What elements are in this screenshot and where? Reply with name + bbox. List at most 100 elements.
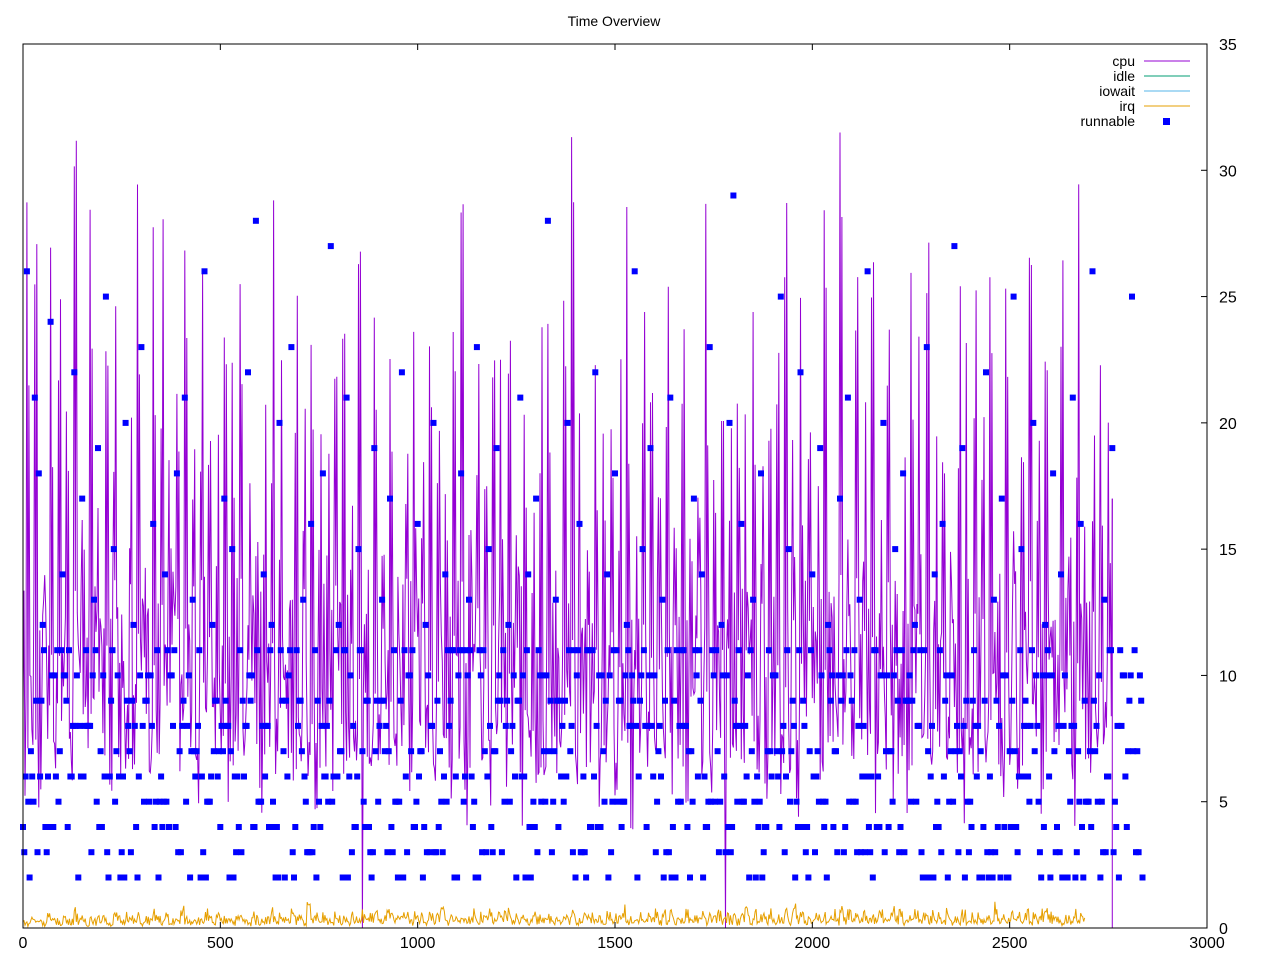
runnable-point [544, 217, 551, 224]
runnable-point [721, 773, 728, 780]
runnable-point [418, 748, 425, 755]
runnable-point [614, 798, 621, 805]
runnable-point [488, 824, 495, 830]
runnable-point [680, 647, 687, 654]
runnable-point [329, 798, 336, 805]
runnable-point [825, 621, 832, 628]
runnable-point [788, 748, 795, 755]
runnable-point [409, 647, 416, 654]
runnable-point [489, 849, 496, 856]
runnable-point [621, 798, 628, 805]
runnable-point [704, 824, 711, 830]
y-tick-label: 0 [1219, 921, 1228, 938]
runnable-point [1011, 748, 1018, 755]
runnable-point [517, 394, 524, 401]
runnable-point [890, 672, 897, 679]
runnable-point [1130, 748, 1137, 755]
runnable-point [95, 445, 101, 452]
runnable-point [147, 672, 154, 679]
runnable-point [385, 748, 392, 755]
runnable-point [885, 824, 892, 830]
runnable-point [709, 647, 716, 654]
runnable-point [444, 647, 451, 654]
runnable-point [308, 520, 315, 527]
runnable-point [113, 748, 120, 755]
runnable-point [54, 647, 61, 654]
runnable-point [152, 798, 159, 805]
runnable-point [58, 647, 65, 654]
runnable-point [284, 773, 291, 780]
runnable-point [47, 318, 54, 325]
runnable-point [559, 722, 566, 729]
runnable-point [744, 672, 751, 679]
runnable-point [235, 824, 242, 830]
runnable-point [809, 571, 816, 578]
runnable-point [63, 697, 70, 704]
runnable-point [422, 621, 429, 628]
runnable-point [1069, 394, 1076, 401]
runnable-point [637, 697, 643, 704]
runnable-point [381, 748, 388, 755]
runnable-point [746, 874, 753, 881]
runnable-point [838, 697, 845, 704]
runnable-point [118, 849, 125, 856]
runnable-point [402, 773, 409, 780]
runnable-point [316, 798, 322, 805]
runnable-point [573, 672, 580, 679]
runnable-point [446, 722, 453, 729]
runnable-point [560, 798, 567, 805]
runnable-point [371, 445, 378, 452]
runnable-point [193, 748, 200, 755]
runnable-point [602, 697, 609, 704]
runnable-point [572, 874, 579, 881]
runnable-point [627, 722, 634, 729]
runnable-point [868, 773, 875, 780]
runnable-point [910, 647, 917, 654]
runnable-point [98, 824, 105, 830]
runnable-point [712, 798, 718, 805]
runnable-point [43, 849, 50, 856]
runnable-point [1036, 849, 1043, 856]
runnable-point [110, 546, 117, 553]
runnable-point [701, 773, 708, 780]
runnable-point [893, 647, 900, 654]
runnable-point [164, 647, 171, 654]
runnable-point [154, 647, 161, 654]
x-axis: 0 500 1000 1500 2000 2500 3000 [19, 44, 1225, 952]
runnable-point [73, 672, 80, 679]
runnable-point [454, 874, 461, 881]
runnable-point [358, 647, 365, 654]
runnable-point [375, 798, 382, 805]
runnable-point [669, 824, 676, 830]
runnable-point [944, 874, 951, 881]
runnable-point [225, 722, 232, 729]
runnable-point [221, 495, 228, 502]
runnable-point [748, 748, 755, 755]
runnable-point [497, 697, 504, 704]
runnable-point [943, 672, 950, 679]
runnable-point [159, 824, 166, 830]
y-tick-label: 15 [1219, 542, 1237, 559]
runnable-point [725, 824, 732, 830]
runnable-point [583, 874, 590, 881]
runnable-point [593, 722, 600, 729]
runnable-point [542, 798, 549, 805]
runnable-point [288, 344, 295, 351]
runnable-point [477, 672, 484, 679]
runnable-point [609, 798, 616, 805]
runnable-point [888, 748, 895, 755]
runnable-point [273, 824, 280, 830]
runnable-point [967, 798, 974, 805]
runnable-point [344, 874, 351, 881]
runnable-point [293, 647, 300, 654]
runnable-point [1115, 874, 1122, 881]
runnable-point [281, 874, 288, 881]
runnable-point [922, 874, 929, 881]
runnable-point [37, 773, 44, 780]
runnable-point [72, 722, 79, 729]
runnable-point [634, 874, 641, 881]
runnable-point [279, 697, 286, 704]
runnable-point [604, 571, 611, 578]
runnable-point [380, 697, 387, 704]
runnable-point [1113, 824, 1120, 830]
